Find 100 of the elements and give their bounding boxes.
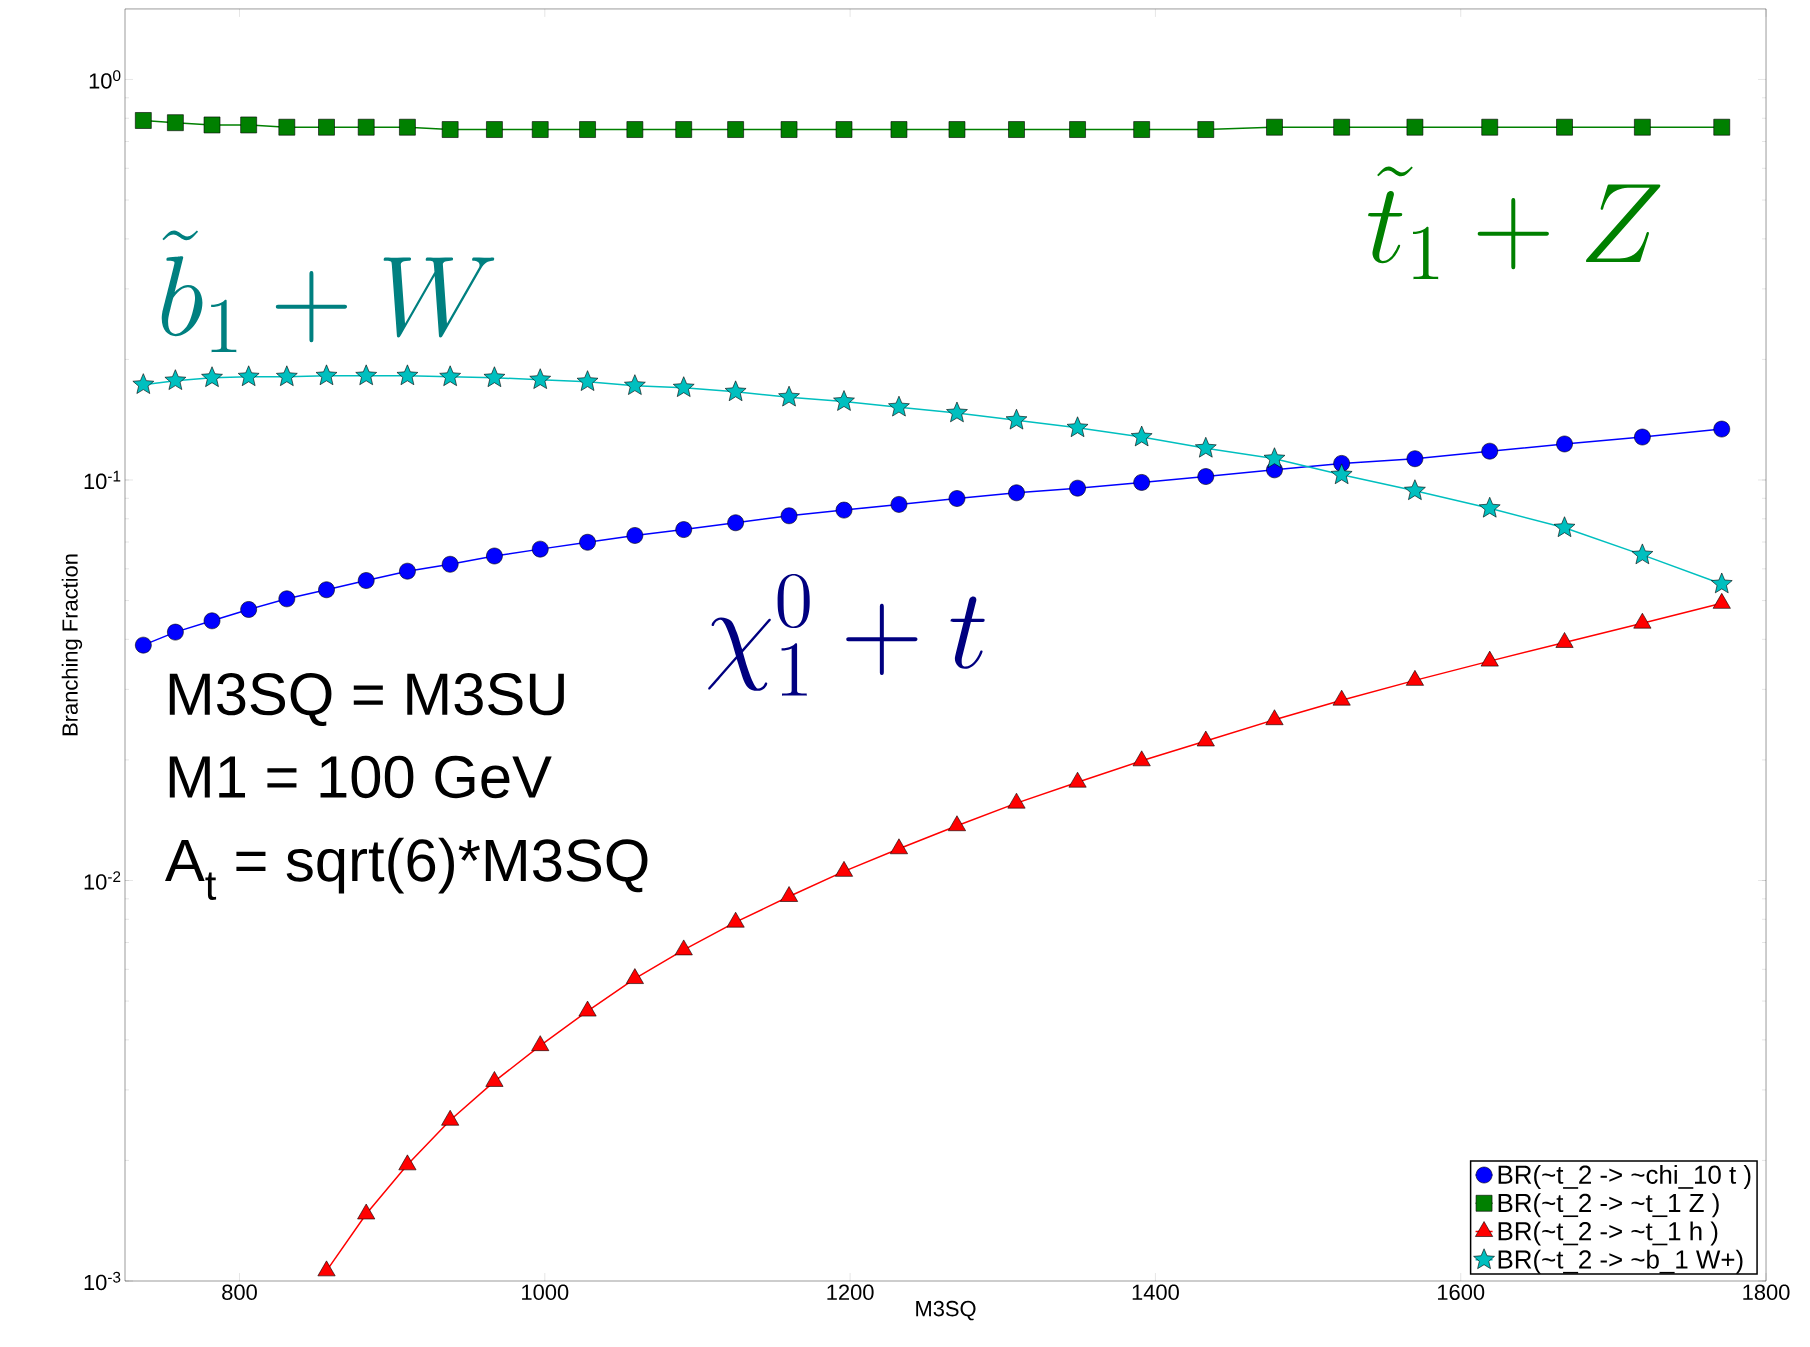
point <box>398 1154 417 1171</box>
point <box>486 121 503 138</box>
point <box>724 380 747 402</box>
point <box>727 121 744 138</box>
point <box>1713 118 1731 136</box>
point <box>1133 121 1150 138</box>
point <box>624 374 646 395</box>
point <box>441 1109 460 1126</box>
x-tick-label: 1400 <box>1132 1284 1179 1301</box>
annotation: $\tilde{b}_1+W$ <box>161 230 495 353</box>
point <box>132 373 155 394</box>
point <box>167 114 184 131</box>
point <box>1197 121 1215 138</box>
point <box>167 623 184 641</box>
point <box>1406 118 1424 136</box>
point <box>890 121 908 138</box>
point <box>1555 632 1574 648</box>
point <box>164 369 187 390</box>
point <box>1633 612 1652 629</box>
point <box>675 521 693 538</box>
point <box>278 590 296 608</box>
point <box>1713 420 1731 438</box>
legend-label: BR(~t_2 -> ~t_1 h ) <box>1498 1221 1718 1246</box>
point <box>441 555 459 573</box>
point <box>1130 425 1153 447</box>
point <box>1069 121 1086 138</box>
point <box>778 385 800 407</box>
point <box>1481 442 1499 460</box>
point <box>1333 118 1350 136</box>
point <box>1005 408 1028 430</box>
point <box>135 112 152 129</box>
point <box>529 368 551 389</box>
point <box>576 370 599 391</box>
point <box>357 1203 376 1220</box>
point <box>780 507 798 525</box>
annotation: $\tilde{t}_1+Z$ <box>1368 166 1661 280</box>
point <box>1405 670 1424 686</box>
point <box>833 390 855 411</box>
annotation: M1 = 100 GeV <box>169 755 552 799</box>
point <box>531 540 549 558</box>
legend-label: BR(~t_2 -> ~b_1 W+) <box>1498 1249 1743 1274</box>
point <box>240 116 257 134</box>
point <box>835 501 853 519</box>
point <box>317 1260 336 1277</box>
x-tick-label: 1600 <box>1438 1284 1485 1301</box>
point <box>1634 118 1651 136</box>
point <box>357 572 375 589</box>
legend-label: BR(~t_2 -> ~chi_10 t ) <box>1498 1164 1751 1190</box>
point <box>835 861 853 877</box>
point <box>888 395 910 417</box>
point <box>1008 484 1025 502</box>
point <box>396 364 419 386</box>
point <box>674 939 693 956</box>
y-tick-label: 10$^{-1}$ <box>84 470 121 490</box>
point <box>318 118 335 136</box>
point <box>357 118 375 136</box>
y-tick-label: 10$^{0}$ <box>89 70 121 89</box>
point <box>1481 118 1499 136</box>
legend-label: BR(~t_2 -> ~t_1 Z ) <box>1498 1193 1719 1218</box>
point <box>1007 792 1026 809</box>
annotation: A$_{t}$ = sqrt(6)*M3SQ <box>165 837 648 900</box>
point <box>948 490 966 507</box>
point <box>1480 650 1499 667</box>
point <box>1556 435 1573 453</box>
point <box>1330 463 1353 485</box>
annotation: $\chi_1^0+t$ <box>708 573 985 696</box>
point <box>485 1071 504 1087</box>
point <box>278 118 296 136</box>
point <box>276 365 298 386</box>
x-tick-label: 800 <box>222 1284 257 1301</box>
point <box>1069 479 1086 497</box>
point <box>315 364 338 386</box>
point <box>1263 447 1286 468</box>
point <box>625 968 644 984</box>
point <box>1008 121 1025 138</box>
point <box>1133 474 1150 491</box>
point <box>1066 416 1089 437</box>
point <box>203 116 221 134</box>
point <box>355 364 377 386</box>
point <box>201 366 223 387</box>
point <box>203 612 221 630</box>
y-axis-title: Branching Fraction <box>61 554 83 736</box>
point <box>1478 496 1501 518</box>
point <box>1710 572 1733 594</box>
x-tick-label: 1800 <box>1743 1284 1790 1301</box>
point <box>135 636 152 654</box>
point <box>780 121 798 138</box>
point <box>486 547 503 565</box>
point <box>946 401 968 423</box>
point <box>726 911 745 928</box>
point <box>1712 593 1731 609</box>
point <box>780 886 799 902</box>
point <box>1634 428 1651 446</box>
y-tick-label: 10$^{-2}$ <box>84 871 121 890</box>
point <box>626 527 644 544</box>
point <box>531 1035 550 1051</box>
point <box>1406 450 1424 468</box>
point <box>1332 689 1351 706</box>
point <box>890 838 908 855</box>
point <box>835 121 853 138</box>
